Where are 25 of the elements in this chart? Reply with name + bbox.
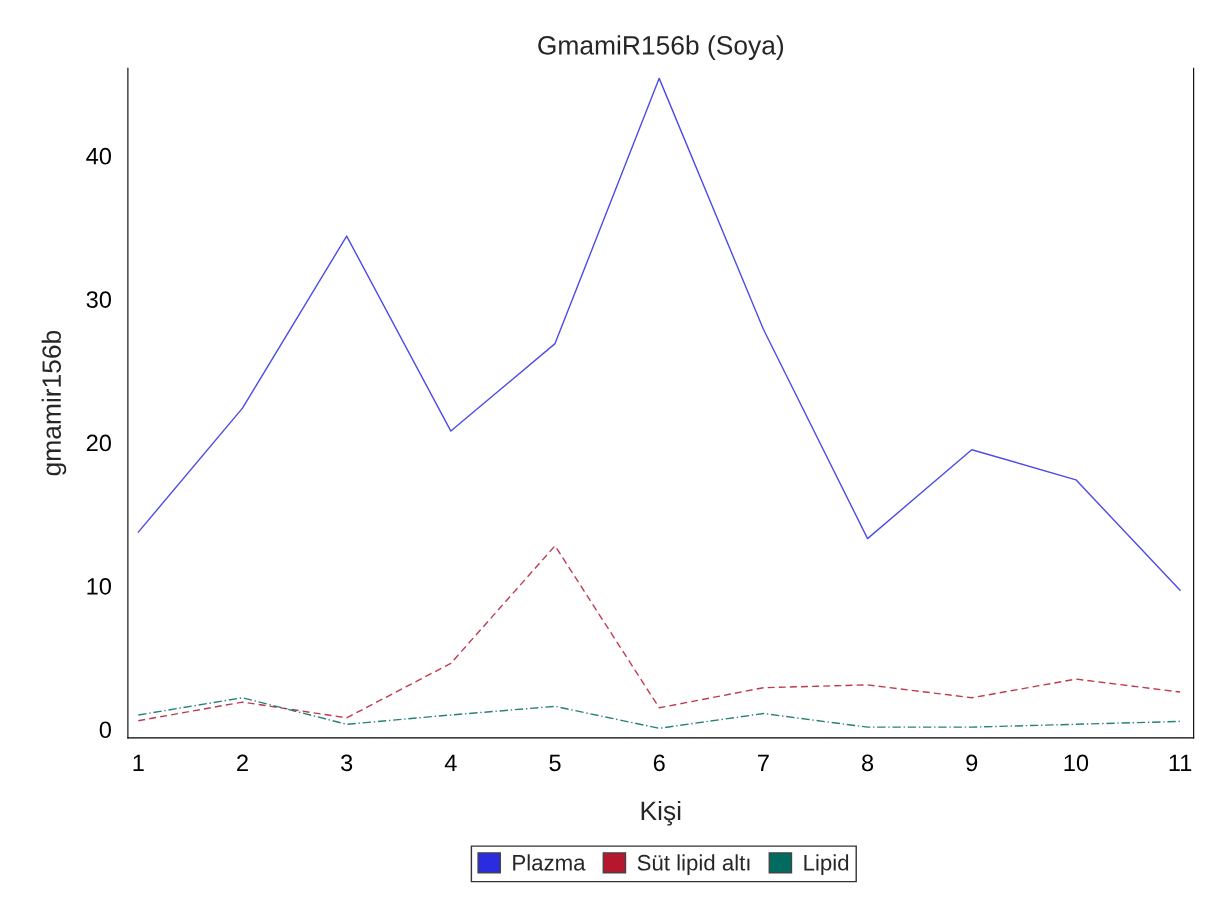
- y-axis-title: gmamir156b: [41, 330, 67, 476]
- x-tick-label: 2: [237, 754, 248, 771]
- x-tick-label: 6: [653, 754, 665, 772]
- x-tick-label: 4: [444, 754, 457, 771]
- line-series: [137, 697, 1181, 729]
- x-tick-label: 11: [1169, 754, 1192, 771]
- x-tick-label: 3: [341, 754, 353, 772]
- y-tick-label: 0: [99, 721, 111, 739]
- line-series: [137, 77, 1181, 591]
- y-tick-label: 10: [87, 578, 111, 595]
- x-tick-label: 9: [966, 754, 978, 772]
- x-tick-label: 10: [1064, 754, 1089, 772]
- legend-label: Plazma: [513, 854, 586, 871]
- y-tick-label: 20: [86, 434, 111, 452]
- line-series: [137, 545, 1181, 722]
- y-tick-label: 30: [86, 291, 111, 308]
- x-tick-label: 5: [549, 754, 561, 772]
- y-tick-label: 40: [86, 147, 111, 165]
- x-tick-label: 1: [133, 754, 144, 771]
- legend-label: Süt lipid altı: [637, 854, 750, 875]
- x-tick-label: 7: [758, 754, 769, 771]
- chart-title: GmamiR156b (Soya): [538, 35, 784, 60]
- legend-label: Lipid: [804, 854, 849, 875]
- x-tick-label: 8: [862, 754, 874, 772]
- x-axis-title: Kişi: [641, 800, 681, 826]
